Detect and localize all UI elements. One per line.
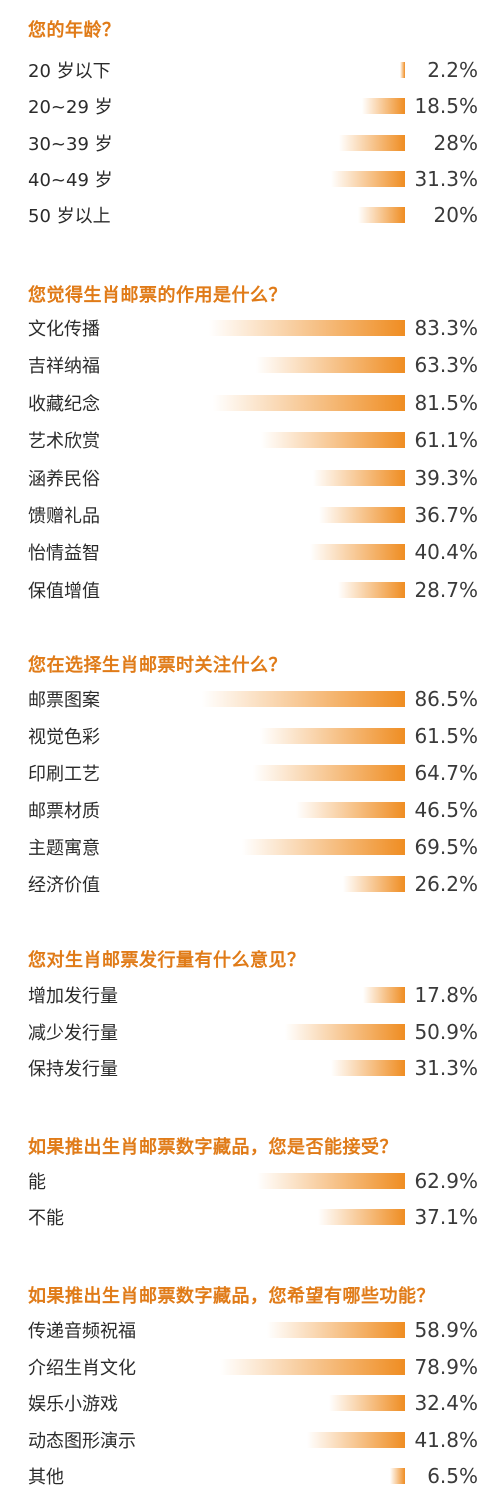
percent-label: 28% xyxy=(433,130,478,155)
question-title: 如果推出生肖邮票数字藏品，您是否能接受？ xyxy=(28,1137,398,1158)
category-label: 50 岁以上 xyxy=(28,206,111,228)
value-bar xyxy=(256,357,405,374)
value-bar xyxy=(331,1060,405,1076)
value-bar xyxy=(285,1023,405,1040)
question-title: 您对生肖邮票发行量有什么意见？ xyxy=(28,950,306,971)
value-bar xyxy=(339,134,405,151)
value-bar xyxy=(337,581,405,598)
percent-label: 64.7% xyxy=(414,761,478,785)
value-bar xyxy=(361,98,405,115)
value-bar xyxy=(389,1468,405,1484)
percent-label: 40.4% xyxy=(414,540,478,565)
percent-label: 83.3% xyxy=(414,316,478,340)
category-label: 能 xyxy=(28,1172,46,1193)
category-label: 邮票图案 xyxy=(28,690,100,711)
value-bar xyxy=(252,765,405,781)
percent-label: 28.7% xyxy=(414,577,478,602)
value-bar xyxy=(318,507,405,523)
category-label: 保值增值 xyxy=(28,580,100,602)
percent-label: 20% xyxy=(433,203,478,228)
percent-label: 26.2% xyxy=(414,872,478,896)
percent-label: 69.5% xyxy=(414,835,478,859)
percent-label: 58.9% xyxy=(414,1318,478,1342)
value-bar xyxy=(310,544,405,561)
percent-label: 61.5% xyxy=(414,724,478,748)
category-label: 不能 xyxy=(28,1208,64,1229)
category-label: 印刷工艺 xyxy=(28,764,100,785)
category-label: 视觉色彩 xyxy=(28,727,100,748)
percent-label: 39.3% xyxy=(414,465,478,490)
value-bar xyxy=(399,62,405,78)
category-label: 邮票材质 xyxy=(28,801,100,822)
value-bar xyxy=(343,876,405,892)
value-bar xyxy=(328,1395,405,1411)
percent-label: 32.4% xyxy=(414,1391,478,1415)
category-label: 保持发行量 xyxy=(28,1059,118,1080)
category-label: 减少发行量 xyxy=(28,1022,118,1044)
percent-label: 36.7% xyxy=(414,503,478,527)
percent-label: 46.5% xyxy=(414,798,478,822)
percent-label: 61.1% xyxy=(414,428,478,453)
category-label: 动态图形演示 xyxy=(28,1430,136,1452)
category-label: 涵养民俗 xyxy=(28,468,100,490)
category-label: 馈赠礼品 xyxy=(28,506,100,527)
question-title: 您的年龄？ xyxy=(28,20,121,41)
category-label: 怡情益智 xyxy=(28,543,100,565)
percent-label: 78.9% xyxy=(414,1354,478,1379)
category-label: 文化传播 xyxy=(28,319,100,340)
percent-label: 37.1% xyxy=(414,1205,478,1229)
percent-label: 31.3% xyxy=(414,1056,478,1080)
value-bar xyxy=(363,987,405,1003)
question-title: 您在选择生肖邮票时关注什么？ xyxy=(28,655,287,676)
category-label: 增加发行量 xyxy=(28,986,118,1007)
category-label: 传递音频祝福 xyxy=(28,1321,136,1342)
value-bar xyxy=(331,170,405,187)
percent-label: 31.3% xyxy=(414,166,478,191)
percent-label: 17.8% xyxy=(414,983,478,1007)
value-bar xyxy=(201,691,405,707)
question-title: 您觉得生肖邮票的作用是什么？ xyxy=(28,285,287,306)
category-label: 收藏纪念 xyxy=(28,393,100,415)
percent-label: 6.5% xyxy=(427,1464,478,1488)
value-bar xyxy=(306,1431,405,1448)
value-bar xyxy=(209,320,405,336)
value-bar xyxy=(295,802,405,818)
percent-label: 2.2% xyxy=(427,58,478,82)
value-bar xyxy=(260,728,405,744)
category-label: 经济价值 xyxy=(28,875,100,896)
percent-label: 81.5% xyxy=(414,390,478,415)
category-label: 吉祥纳福 xyxy=(28,356,100,378)
percent-label: 50.9% xyxy=(414,1019,478,1044)
category-label: 介绍生肖文化 xyxy=(28,1357,136,1379)
value-bar xyxy=(219,1358,405,1375)
percent-label: 63.3% xyxy=(414,353,478,378)
value-bar xyxy=(261,432,405,449)
percent-label: 86.5% xyxy=(414,687,478,711)
category-label: 30~39 岁 xyxy=(28,133,113,155)
category-label: 其他 xyxy=(28,1467,64,1488)
value-bar xyxy=(241,839,405,855)
category-label: 20 岁以下 xyxy=(28,61,111,82)
percent-label: 18.5% xyxy=(414,94,478,119)
category-label: 艺术欣赏 xyxy=(28,431,100,453)
value-bar xyxy=(358,207,405,224)
percent-label: 41.8% xyxy=(414,1427,478,1452)
value-bar xyxy=(317,1209,405,1225)
question-title: 如果推出生肖邮票数字藏品，您希望有哪些功能？ xyxy=(28,1286,435,1307)
value-bar xyxy=(213,394,405,411)
value-bar xyxy=(266,1322,405,1338)
percent-label: 62.9% xyxy=(414,1169,478,1193)
category-label: 40~49 岁 xyxy=(28,169,113,191)
category-label: 20~29 岁 xyxy=(28,97,113,119)
category-label: 主题寓意 xyxy=(28,838,100,859)
value-bar xyxy=(312,469,405,486)
category-label: 娱乐小游戏 xyxy=(28,1394,118,1415)
value-bar xyxy=(257,1173,405,1189)
